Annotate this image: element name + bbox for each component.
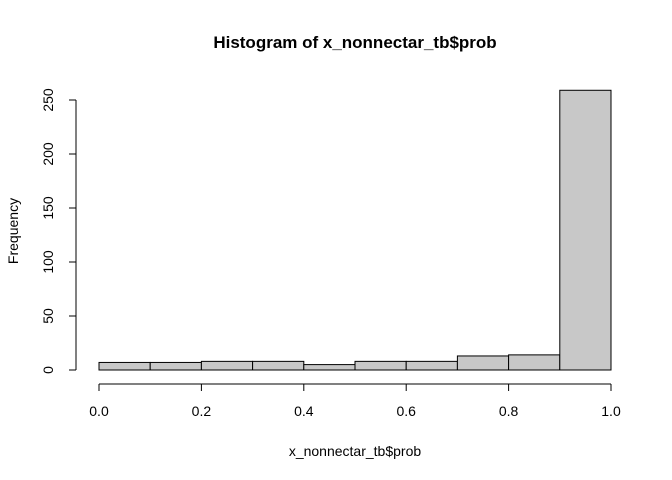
histogram-bar-0 xyxy=(98,361,151,371)
x-tick-label-3: 0.6 xyxy=(396,403,416,419)
y-tick-label-4: 200 xyxy=(40,142,56,166)
y-tick-label-3: 150 xyxy=(40,196,56,220)
histogram-bar-8 xyxy=(508,354,561,371)
histogram-bar-3 xyxy=(252,360,305,371)
y-axis: 0 50 100 150 200 250 xyxy=(40,88,77,374)
histogram-bar-5 xyxy=(354,360,407,371)
x-tick-label-1: 0.2 xyxy=(192,403,212,419)
histogram-bar-6 xyxy=(405,360,458,371)
bars-group xyxy=(98,89,612,371)
y-axis-title: Frequency xyxy=(5,198,21,264)
histogram-bar-4 xyxy=(303,364,356,371)
y-tick-label-1: 50 xyxy=(40,308,56,324)
y-tick-label-2: 100 xyxy=(40,250,56,274)
y-tick-label-5: 250 xyxy=(40,88,56,112)
y-tick-label-0: 0 xyxy=(40,366,56,374)
chart-title: Histogram of x_nonnectar_tb$prob xyxy=(213,33,496,52)
x-tick-label-5: 1.0 xyxy=(601,403,621,419)
histogram-bar-2 xyxy=(200,360,254,371)
x-tick-label-4: 0.8 xyxy=(499,403,519,419)
histogram-bar-9 xyxy=(559,89,612,371)
histogram-bar-1 xyxy=(149,361,202,371)
histogram-bar-7 xyxy=(456,355,510,371)
x-axis: 0.0 0.2 0.4 0.6 0.8 1.0 xyxy=(89,383,621,419)
x-axis-title: x_nonnectar_tb$prob xyxy=(289,443,422,459)
x-tick-label-0: 0.0 xyxy=(89,403,109,419)
x-tick-label-2: 0.4 xyxy=(294,403,314,419)
